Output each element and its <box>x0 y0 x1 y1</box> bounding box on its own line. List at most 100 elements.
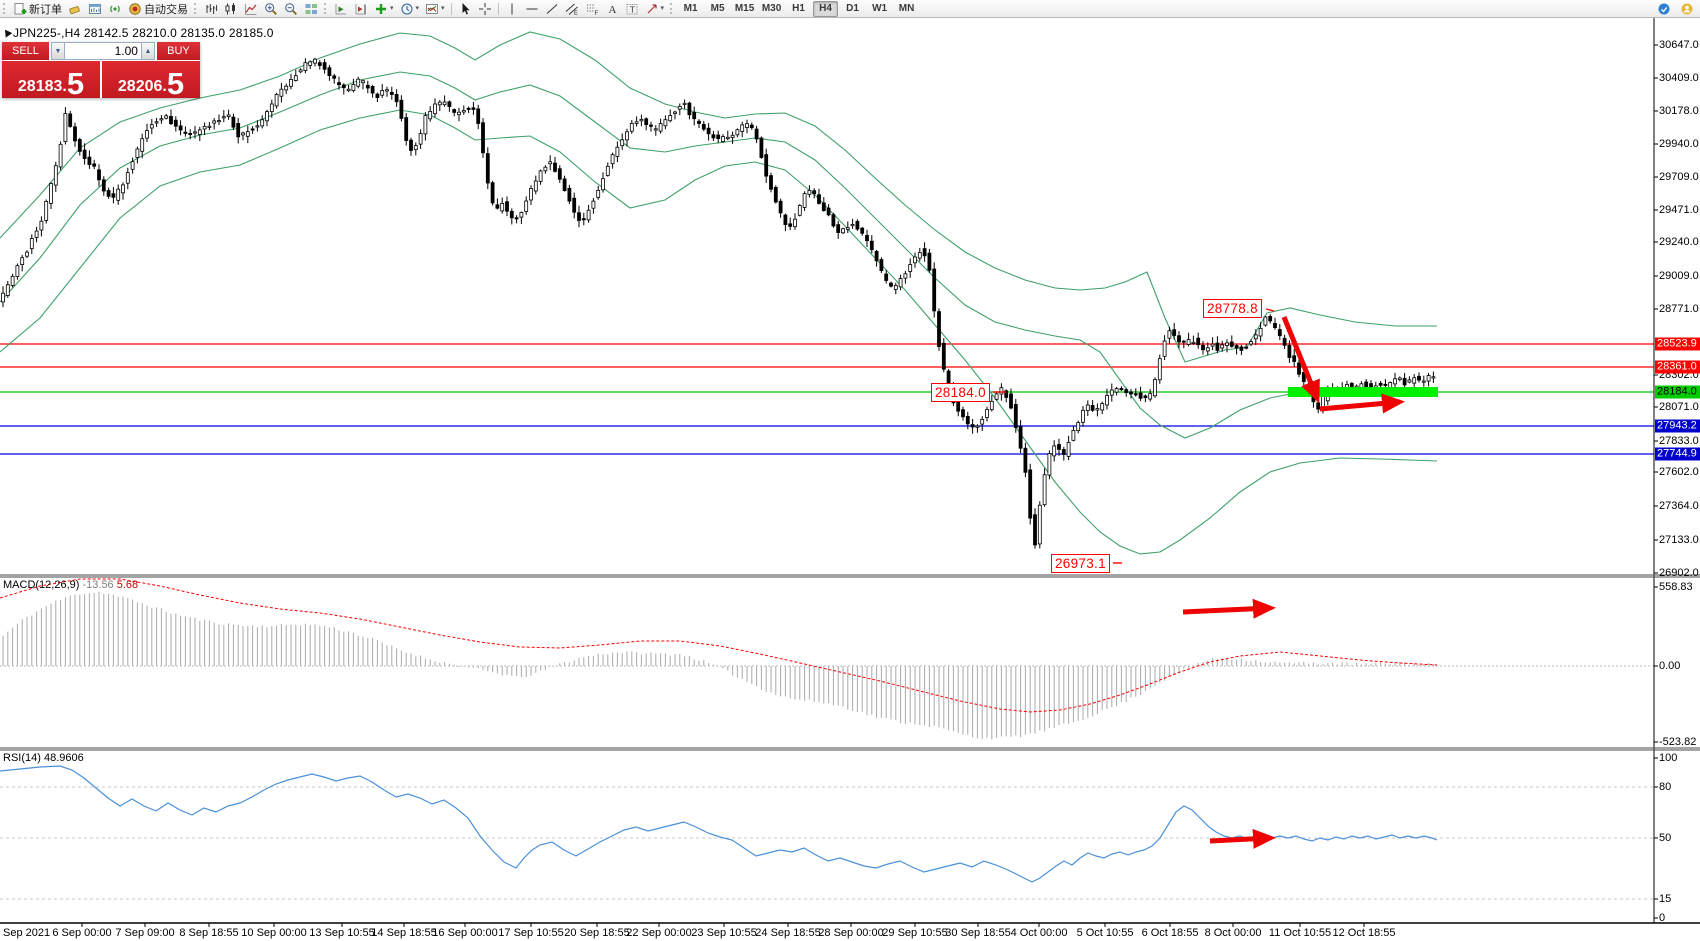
trendline-button[interactable] <box>542 0 562 17</box>
buy-price-button[interactable]: 28206. 5 <box>102 61 200 101</box>
buy-price-int: 28206 <box>117 78 163 96</box>
chevron-down-icon: ▾ <box>441 5 445 12</box>
macd-signal-line <box>0 578 1438 713</box>
chart-bars-button[interactable] <box>201 0 221 17</box>
price-annotation-28778[interactable]: 28778.8 <box>1203 299 1262 318</box>
timeframe-button-mn[interactable]: MN <box>898 2 915 14</box>
price-annotation-28184[interactable]: 28184.0 <box>931 383 990 402</box>
toolbar-separator <box>450 2 452 15</box>
timeframe-button-h1[interactable]: H1 <box>792 2 805 14</box>
sell-price-button[interactable]: 28183. 5 <box>2 61 100 99</box>
new-order-button[interactable]: 新订单 <box>10 0 65 17</box>
buy-button[interactable]: BUY <box>156 42 200 60</box>
time-axis-label: 8 Oct 00:00 <box>1204 927 1262 939</box>
chevron-down-icon: ▾ <box>390 5 394 12</box>
arrows-button[interactable]: ▾ <box>642 0 668 17</box>
chart-bars-icon <box>204 2 218 16</box>
time-axis-label: 4 Oct 00:00 <box>1010 927 1068 939</box>
text-label-button[interactable]: T <box>622 0 642 17</box>
price-level-badge: 28184.0 <box>1655 385 1700 399</box>
panel-divider-rsi[interactable] <box>0 747 1700 751</box>
sell-button[interactable]: SELL <box>2 42 49 60</box>
chart-line-button[interactable] <box>241 0 261 17</box>
price-axis-label: 29009.0 <box>1659 270 1699 282</box>
chart-title: JPN225-,H4 28142.5 28210.0 28135.0 28185… <box>13 26 274 40</box>
price-annotation-26973[interactable]: 26973.1 <box>1051 554 1110 573</box>
svg-text:E: E <box>574 11 578 16</box>
autotrading-icon <box>128 2 142 16</box>
support-zone-bar[interactable] <box>1288 387 1438 397</box>
time-axis-label: 13 Sep 10:55 <box>309 927 375 939</box>
autotrading-label: 自动交易 <box>144 3 188 16</box>
cursor-button[interactable] <box>455 0 475 17</box>
macd-axis-label: 558.83 <box>1659 581 1693 593</box>
time-axis-label: 5 Oct 10:55 <box>1076 927 1134 939</box>
timeframe-button-m1[interactable]: M1 <box>683 2 698 14</box>
user-button[interactable] <box>1677 0 1697 17</box>
time-axis-label: 12 Oct 18:55 <box>1332 927 1396 939</box>
vertical-line-button[interactable] <box>502 0 522 17</box>
decimal-dot: . <box>162 78 167 96</box>
volume-decrease-button[interactable]: ▼ <box>50 42 65 60</box>
fibonacci-button[interactable]: F <box>582 0 602 17</box>
chart-window-button[interactable] <box>85 0 105 17</box>
timeframe-button-d1[interactable]: D1 <box>846 2 859 14</box>
crosshair-button[interactable] <box>475 0 495 17</box>
new-order-label: 新订单 <box>29 3 62 16</box>
timeframe-button-m30[interactable]: M30 <box>761 2 782 14</box>
rsi-axis-label: 0 <box>1659 912 1666 924</box>
macd-axis-label: -523.82 <box>1659 736 1697 748</box>
timeframe-button-m5[interactable]: M5 <box>710 2 725 14</box>
indicators-button[interactable]: ▾ <box>371 0 397 17</box>
equidistant-channel-button[interactable]: E <box>562 0 582 17</box>
timeframe-toolbar: M1 M5 M15 M30 H1 H4 D1 W1 MN <box>677 0 920 17</box>
chart-shift-button[interactable] <box>351 0 371 17</box>
buy-price-frac: 5 <box>166 65 185 101</box>
toolbar: 新订单 自动交易 ▾ ▾ <box>0 0 1700 18</box>
chart-candles-icon <box>224 2 238 16</box>
price-axis-label: 27133.0 <box>1659 534 1699 546</box>
price-level-badge: 28361.0 <box>1655 360 1700 374</box>
autotrading-button[interactable]: 自动交易 <box>125 0 191 17</box>
horizontal-line-button[interactable] <box>522 0 542 17</box>
community-button[interactable] <box>1654 0 1674 17</box>
timeframe-button-m15[interactable]: M15 <box>734 2 755 14</box>
signals-button[interactable] <box>105 0 125 17</box>
rsi-axis-label: 80 <box>1659 781 1672 793</box>
time-axis-month-label: Sep 2021 <box>3 927 51 939</box>
drawn-arrows[interactable] <box>1182 316 1405 849</box>
rsi-axis-label: 50 <box>1659 832 1672 844</box>
price-axis-label: 27833.0 <box>1659 435 1699 447</box>
panel-divider-macd[interactable] <box>0 574 1700 578</box>
rsi-value: 48.9606 <box>43 752 84 764</box>
price-axis-label: 26902.0 <box>1659 567 1699 579</box>
eraser-button[interactable] <box>65 0 85 17</box>
price-axis-label: 27602.0 <box>1659 466 1699 478</box>
auto-scroll-button[interactable] <box>331 0 351 17</box>
tile-windows-icon <box>304 2 318 16</box>
volume-increase-button[interactable]: ▲ <box>140 42 155 60</box>
zoom-in-button[interactable] <box>261 0 281 17</box>
periods-button[interactable]: ▾ <box>397 0 423 17</box>
toolbar-grip <box>3 3 7 14</box>
vertical-line-icon <box>505 2 519 16</box>
volume-input[interactable] <box>64 42 141 60</box>
horizontal-line-icon <box>525 2 539 16</box>
rsi-axis-label: 15 <box>1659 893 1672 905</box>
zoom-out-button[interactable] <box>281 0 301 17</box>
tile-windows-button[interactable] <box>301 0 321 17</box>
macd-axis-label: 0.00 <box>1659 660 1681 672</box>
chart-candles-button[interactable] <box>221 0 241 17</box>
timeframe-button-h4[interactable]: H4 <box>813 0 839 17</box>
rsi-line <box>0 765 1438 883</box>
price-axis-label: 29940.0 <box>1659 138 1699 150</box>
horizontal-level-lines[interactable] <box>0 343 1654 455</box>
zoom-in-icon <box>264 2 278 16</box>
text-button[interactable]: A <box>602 0 622 17</box>
add-indicator-icon <box>374 2 388 16</box>
one-click-trading-panel: SELL ▼ ▲ BUY 28183.5 28206.5 <box>2 42 200 101</box>
svg-text:A: A <box>608 4 616 16</box>
templates-button[interactable]: ▾ <box>422 0 448 17</box>
timeframe-button-w1[interactable]: W1 <box>872 2 888 14</box>
